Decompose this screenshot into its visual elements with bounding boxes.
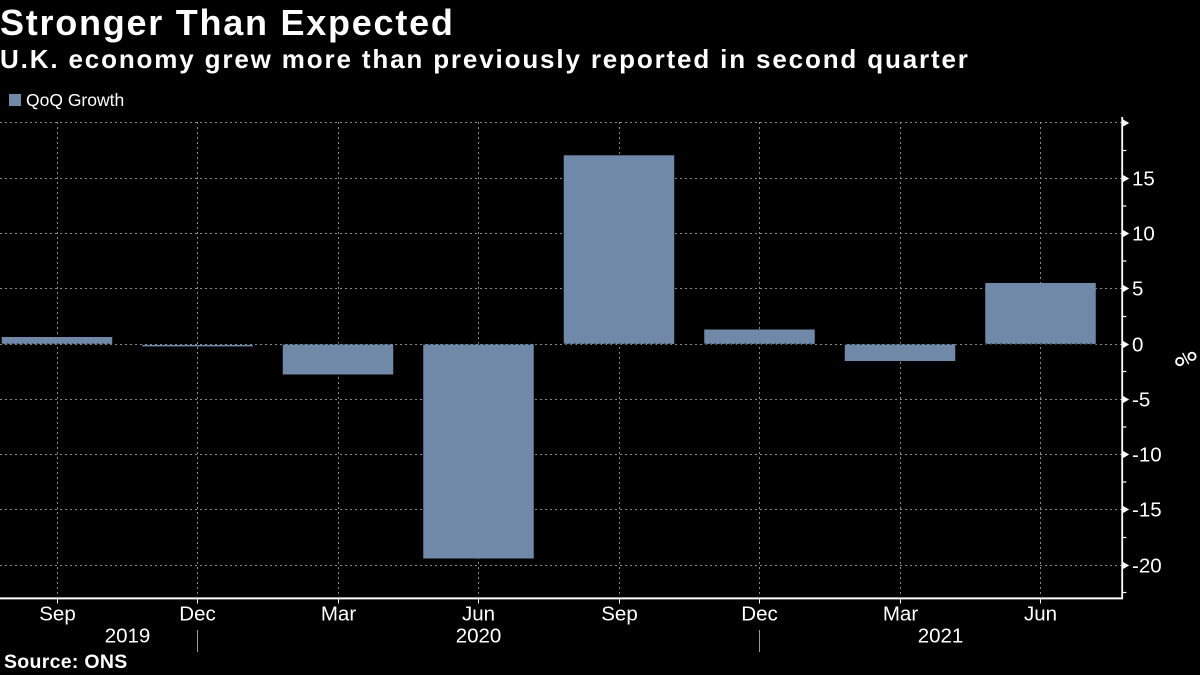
svg-text:Source: ONS: Source: ONS [4, 651, 128, 673]
svg-text:0: 0 [1132, 334, 1143, 357]
svg-text:Mar: Mar [321, 603, 356, 626]
svg-text:15: 15 [1132, 168, 1155, 191]
svg-text:-10: -10 [1132, 444, 1162, 467]
svg-text:U.K. economy grew more than pr: U.K. economy grew more than previously r… [0, 44, 970, 74]
svg-text:-5: -5 [1132, 389, 1150, 412]
svg-text:Sep: Sep [601, 603, 637, 626]
svg-text:Dec: Dec [179, 603, 215, 626]
svg-text:10: 10 [1132, 223, 1155, 246]
svg-text:2019: 2019 [105, 625, 151, 648]
svg-text:2021: 2021 [918, 625, 964, 648]
svg-text:Jun: Jun [1024, 603, 1057, 626]
svg-text:QoQ Growth: QoQ Growth [26, 90, 124, 110]
svg-text:Stronger Than Expected: Stronger Than Expected [0, 2, 455, 43]
svg-text:Jun: Jun [462, 603, 495, 626]
svg-text:Mar: Mar [883, 603, 918, 626]
svg-text:Dec: Dec [741, 603, 777, 626]
svg-text:5: 5 [1132, 278, 1143, 301]
svg-text:-20: -20 [1132, 555, 1162, 578]
svg-text:Sep: Sep [39, 603, 75, 626]
svg-text:2020: 2020 [456, 625, 502, 648]
svg-text:-15: -15 [1132, 499, 1162, 522]
